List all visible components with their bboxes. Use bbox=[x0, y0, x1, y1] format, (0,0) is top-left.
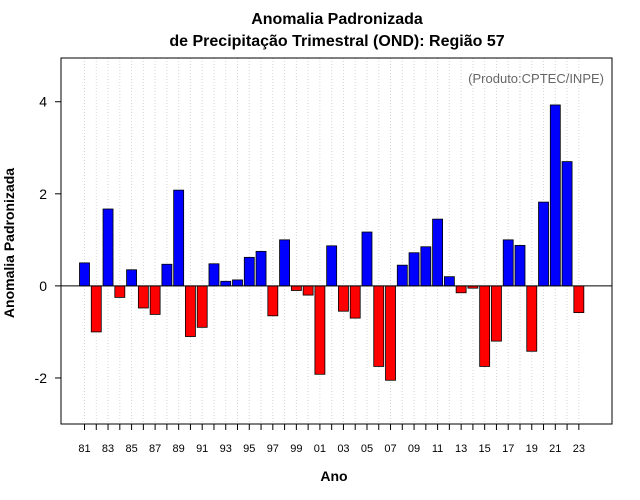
x-tick-label: 01 bbox=[314, 443, 326, 455]
bar-96 bbox=[255, 250, 267, 287]
x-axis-label: Ano bbox=[320, 468, 347, 484]
bar-23 bbox=[573, 285, 585, 313]
bar-86 bbox=[137, 285, 149, 309]
bar-03 bbox=[338, 285, 349, 312]
x-tick-label: 81 bbox=[78, 443, 90, 455]
bar-10 bbox=[420, 246, 432, 287]
bar-85 bbox=[126, 269, 137, 287]
bar-94 bbox=[232, 279, 243, 287]
bar-21 bbox=[549, 104, 561, 287]
bar-04 bbox=[349, 285, 361, 319]
chart-title-line2: de Precipitação Trimestral (OND): Região… bbox=[169, 33, 504, 50]
y-tick-label: 4 bbox=[39, 94, 47, 110]
bar-11 bbox=[432, 218, 444, 287]
x-tick-label: 83 bbox=[102, 443, 114, 455]
bars bbox=[79, 104, 585, 381]
x-tick-label: 89 bbox=[173, 443, 185, 455]
y-axis-label: Anomalia Padronizada bbox=[1, 168, 17, 318]
x-tick-label: 93 bbox=[220, 443, 232, 455]
x-tick-label: 97 bbox=[267, 443, 279, 455]
y-tick-label: -2 bbox=[35, 370, 48, 386]
bar-82 bbox=[90, 285, 102, 333]
bar-87 bbox=[149, 285, 161, 315]
bar-05 bbox=[361, 231, 373, 287]
y-tick-label: 0 bbox=[39, 278, 47, 294]
bar-09 bbox=[408, 252, 420, 287]
x-tick-label: 99 bbox=[290, 443, 302, 455]
bar-22 bbox=[561, 161, 573, 287]
plot-frame bbox=[60, 57, 613, 425]
bar-19 bbox=[526, 285, 538, 352]
x-tick-label: 87 bbox=[149, 443, 161, 455]
bar-01 bbox=[314, 285, 326, 375]
bar-15 bbox=[479, 285, 491, 367]
bar-12 bbox=[443, 276, 455, 287]
bar-08 bbox=[396, 264, 408, 287]
bar-97 bbox=[267, 285, 279, 317]
x-tick-label: 19 bbox=[526, 443, 538, 455]
bar-18 bbox=[514, 244, 526, 287]
bar-07 bbox=[385, 285, 396, 381]
x-tick-label: 13 bbox=[455, 443, 467, 455]
x-tick-label: 03 bbox=[337, 443, 349, 455]
bar-93 bbox=[220, 280, 232, 287]
x-tick-label: 17 bbox=[502, 443, 514, 455]
credit-text: (Produto:CPTEC/INPE) bbox=[468, 71, 604, 86]
x-tick-label: 21 bbox=[549, 443, 561, 455]
x-tick-label: 07 bbox=[384, 443, 396, 455]
y-tick-label: 2 bbox=[39, 186, 47, 202]
bar-83 bbox=[102, 208, 114, 287]
y-axis: 4 2 0 -2 bbox=[35, 94, 61, 386]
bar-20 bbox=[538, 201, 549, 287]
bar-91 bbox=[196, 285, 208, 328]
bar-84 bbox=[114, 285, 126, 298]
bar-81 bbox=[79, 262, 90, 287]
bar-98 bbox=[279, 239, 290, 287]
x-tick-label: 11 bbox=[432, 443, 443, 455]
bar-90 bbox=[185, 285, 196, 337]
bar-99 bbox=[290, 285, 302, 291]
chart-title-line1: Anomalia Padronizada bbox=[251, 11, 423, 28]
bar-02 bbox=[326, 245, 338, 287]
x-tick-label: 15 bbox=[479, 443, 491, 455]
bar-89 bbox=[173, 189, 185, 287]
x-tick-label: 23 bbox=[573, 443, 585, 455]
bar-06 bbox=[373, 285, 385, 367]
x-tick-label: 95 bbox=[243, 443, 255, 455]
x-tick-label: 09 bbox=[408, 443, 420, 455]
bar-88 bbox=[161, 263, 173, 287]
bar-17 bbox=[502, 239, 514, 287]
bar-16 bbox=[491, 285, 502, 342]
x-tick-label: 85 bbox=[125, 443, 137, 455]
x-tick-label: 91 bbox=[196, 443, 208, 455]
bar-92 bbox=[208, 263, 220, 287]
bar-95 bbox=[243, 256, 255, 287]
x-tick-label: 05 bbox=[361, 443, 373, 455]
bar-13 bbox=[455, 285, 467, 294]
bar-00 bbox=[302, 285, 314, 296]
x-axis: 81 83 85 87 89 91 93 95 97 99 01 03 05 07 09 11 13 15 17 19… bbox=[78, 424, 585, 455]
